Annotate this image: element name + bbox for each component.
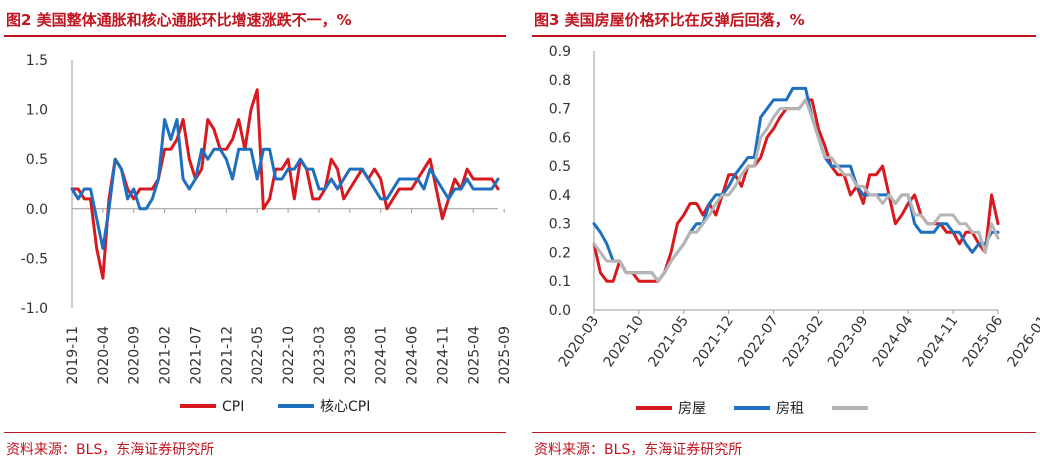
left-x-tick-label: 2020-09 <box>127 326 143 385</box>
left-x-tick-label: 2025-04 <box>466 326 482 385</box>
left-chart-panel: 图2 美国整体通胀和核心通胀环比增速涨跌不一，% 1.5 1.0 0.5 0.0 -0.… <box>0 0 510 468</box>
left-x-tick-label: 2022-10 <box>281 326 297 385</box>
right-series-line-0 <box>592 98 1000 283</box>
left-series-line-1 <box>70 118 500 250</box>
right-series-line-2 <box>592 98 1000 283</box>
left-source-rule <box>4 432 506 433</box>
left-y-tick-label: -1.0 <box>21 301 48 317</box>
right-y-tick-label: 0.1 <box>549 274 571 290</box>
left-y-tick-label: 0.0 <box>26 202 48 218</box>
left-x-tick-label: 2021-07 <box>188 326 204 385</box>
left-x-tick-label: 2022-05 <box>250 326 266 385</box>
left-y-tick-label: 0.5 <box>26 152 48 168</box>
right-source-rule <box>532 432 1036 433</box>
left-x-tick-label: 2024-06 <box>405 326 421 385</box>
right-y-tick-label: 0.6 <box>549 130 571 146</box>
left-y-tick-label: 1.0 <box>26 103 48 119</box>
right-y-tick-label: 0.7 <box>549 102 571 118</box>
right-series-line-1 <box>592 86 1000 283</box>
right-y-tick-label: 0.3 <box>549 217 571 233</box>
right-y-tick-label: 0.4 <box>549 188 571 204</box>
right-title-rule <box>532 35 1036 37</box>
left-source-note: 资料来源：BLS，东海证券研究所 <box>6 442 215 458</box>
right-x-tick-label: 2024-04 <box>870 313 917 370</box>
right-line-chart: 0.90.80.70.60.50.40.30.20.10.02020-03202… <box>549 44 1040 417</box>
right-chart-title: 图3 美国房屋价格环比在反弹后回落，% <box>534 11 805 29</box>
left-x-tick-label: 2020-04 <box>96 326 112 385</box>
left-chart-title: 图2 美国整体通胀和核心通胀环比增速涨跌不一，% <box>6 11 352 29</box>
right-x-tick-label: 2021-05 <box>645 313 692 370</box>
left-y-tick-label: -0.5 <box>21 251 48 267</box>
right-x-tick-label: 2020-10 <box>601 313 648 370</box>
left-title-rule <box>4 35 506 37</box>
right-x-tick-label: 2024-11 <box>915 313 962 370</box>
left-x-tick-label: 2025-09 <box>497 326 510 385</box>
right-legend-label-0: 房屋 <box>678 401 706 417</box>
right-legend-label-1: 房租 <box>776 401 804 417</box>
left-line-chart: 1.5 1.0 0.5 0.0 -0.5 -1.0 2019-11 2020-04 2020-0… <box>21 53 510 415</box>
right-y-tick-label: 0.5 <box>549 159 571 175</box>
right-x-tick-label: 2022-07 <box>735 313 782 370</box>
left-x-tick-label: 2021-02 <box>158 326 174 385</box>
left-legend-label-1: 核心CPI <box>320 399 370 415</box>
left-legend-label-0: CPI <box>222 399 244 415</box>
right-source-note: 资料来源：BLS，东海证券研究所 <box>534 442 743 458</box>
right-x-tick-label: 2023-09 <box>825 313 872 370</box>
right-x-tick-label: 2020-03 <box>556 313 603 370</box>
right-y-tick-label: 0.8 <box>549 73 571 89</box>
left-x-tick-label: 2024-11 <box>435 326 451 385</box>
left-x-tick-label: 2024-01 <box>374 326 390 385</box>
left-x-tick-label: 2023-08 <box>343 326 359 385</box>
left-y-tick-label: 1.5 <box>26 53 48 69</box>
left-x-tick-label: 2023-03 <box>312 326 328 385</box>
right-x-tick-label: 2023-02 <box>780 313 827 370</box>
right-y-tick-label: 0.0 <box>549 303 571 319</box>
left-x-tick-label: 2019-11 <box>65 326 81 385</box>
right-chart-panel: 图3 美国房屋价格环比在反弹后回落，% 0.9 0.8 0.7 0.6 0.5 0.4 0.… <box>528 0 1040 468</box>
right-y-tick-label: 0.9 <box>549 44 571 60</box>
left-series-line-0 <box>70 88 500 280</box>
right-x-tick-label: 2025-06 <box>960 313 1007 370</box>
left-x-tick-label: 2021-12 <box>219 326 235 385</box>
right-x-tick-label: 2026-01 <box>1005 313 1040 370</box>
right-x-tick-label: 2021-12 <box>690 313 737 370</box>
right-y-tick-label: 0.2 <box>549 245 571 261</box>
